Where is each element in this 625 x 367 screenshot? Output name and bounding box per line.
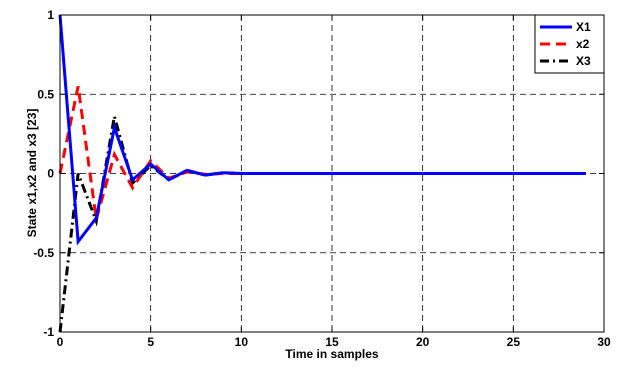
x-tick-label: 20	[416, 335, 430, 349]
y-axis-label: State x1,x2 and x3 [23]	[25, 109, 39, 238]
series-lines	[58, 14, 586, 333]
axis-ticks: 0 5 10 15 20 25 30 -1 -0.5 0 0.5 1	[33, 8, 611, 349]
x-tick-label: 25	[507, 335, 521, 349]
x-tick-label: 10	[235, 335, 249, 349]
x-tick-label: 15	[325, 335, 339, 349]
series-line-x1	[58, 14, 586, 246]
legend: X1 x2 X3	[534, 14, 605, 74]
legend-label-x1: X1	[576, 20, 591, 34]
grid-lines	[60, 15, 604, 332]
x-tick-label: 5	[147, 335, 154, 349]
y-tick-label: -0.5	[33, 246, 54, 260]
x-tick-label: 30	[597, 335, 611, 349]
x-tick-label: 0	[57, 335, 64, 349]
legend-label-x2: x2	[576, 37, 590, 51]
y-tick-label: 1	[47, 8, 54, 22]
y-tick-label: 0	[47, 167, 54, 181]
y-tick-label: -1	[43, 325, 54, 339]
y-tick-label: 0.5	[37, 87, 54, 101]
x-axis-label: Time in samples	[285, 347, 378, 361]
legend-label-x3: X3	[576, 54, 591, 68]
